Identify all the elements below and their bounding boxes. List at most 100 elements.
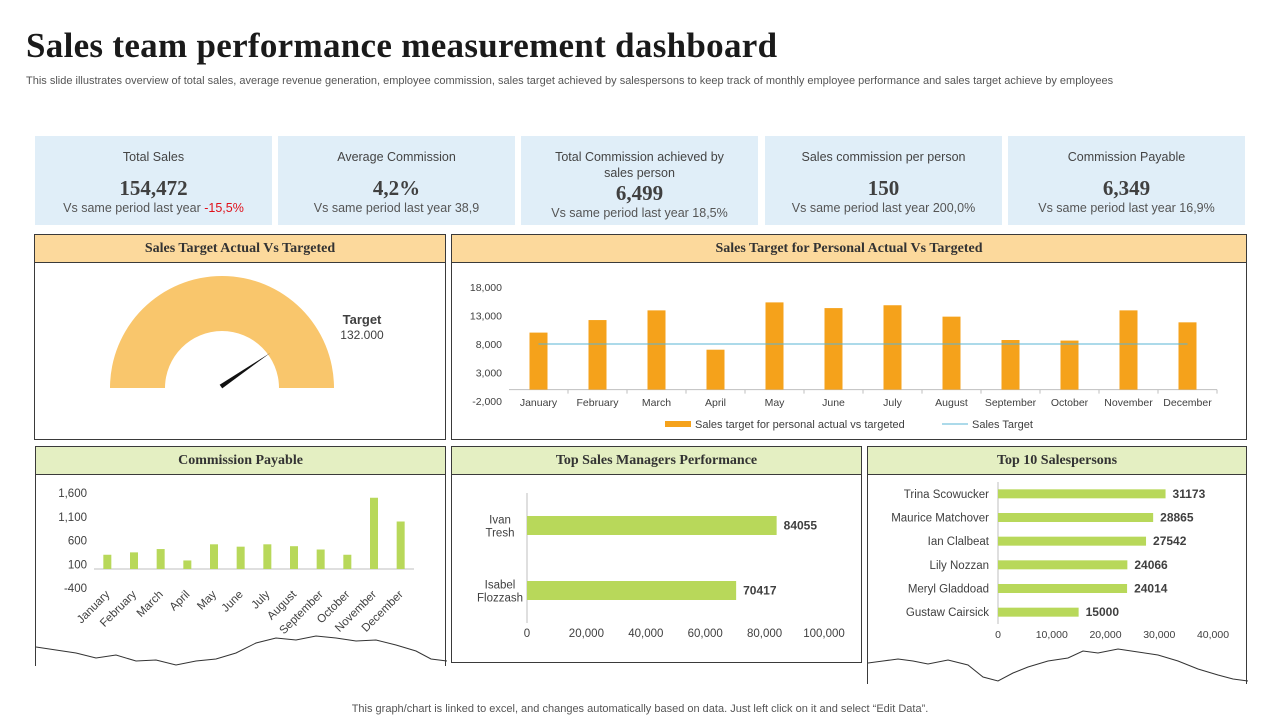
bar-march <box>647 310 666 390</box>
x-tick-label: 100,000 <box>803 628 845 640</box>
data-label-lily-nozzan: 24066 <box>1134 558 1168 572</box>
data-label-isabel-flozzash: 70417 <box>743 584 777 598</box>
bar-january <box>103 554 112 569</box>
bar-may <box>210 544 218 569</box>
managers-panel: 84055 Ivan Tresh 70417 Isabel Flozzash 0 20,000… <box>451 446 862 663</box>
x-tick-label-december: December <box>1163 397 1212 409</box>
managers-panel-title: Top Sales Managers Performance <box>451 446 862 475</box>
kpi-delta: 38,9 <box>454 201 480 215</box>
bar-september <box>1001 340 1020 390</box>
x-tick-label: 20,000 <box>569 628 604 640</box>
kpi-compare-text: Vs same period last year <box>1038 201 1176 215</box>
bar-july <box>263 544 272 569</box>
x-tick-label: 0 <box>995 629 1001 641</box>
x-tick-label: 40,000 <box>1197 629 1229 641</box>
x-tick-label: 60,000 <box>688 628 723 640</box>
bar-october <box>1060 340 1079 390</box>
bar-maurice-matchover <box>998 513 1154 522</box>
y-tick-label: -2,000 <box>472 396 502 408</box>
kpi-value: 4,2% <box>372 176 421 200</box>
category-label-isabel-flozzash: Isabel Flozzash <box>477 580 523 605</box>
torn-edge <box>868 648 1248 682</box>
bar-ivan-tresh <box>527 516 777 535</box>
bar-november <box>370 497 378 569</box>
bar-april <box>706 349 725 390</box>
page-title: Sales team performance measurement dashb… <box>26 26 778 65</box>
x-tick-label: 80,000 <box>747 628 782 640</box>
y-tick-label: 3,000 <box>476 368 502 380</box>
x-tick-label: 30,000 <box>1143 629 1175 641</box>
kpi-compare-text: Vs same period last year <box>551 206 689 220</box>
x-tick-label-november: November <box>1104 397 1153 409</box>
kpi-delta: 16,9% <box>1179 201 1215 215</box>
category-label-maurice-matchover: Maurice Matchover <box>891 513 989 525</box>
gauge-panel: Target 132.000 Sales Target Actual Vs Tar… <box>34 234 446 440</box>
x-tick-label-april: April <box>705 397 726 409</box>
bar-march <box>156 549 165 569</box>
legend-label-line: Sales Target <box>972 419 1033 431</box>
y-tick-label: 100 <box>68 559 87 571</box>
kpi-label: Commission Payable <box>1067 150 1186 164</box>
data-label-trina-scowucker: 31173 <box>1173 487 1206 501</box>
gauge-panel-title: Sales Target Actual Vs Targeted <box>34 234 446 263</box>
kpi-compare-text: Vs same period last year <box>63 201 201 215</box>
kpi-value: 6,349 <box>1102 176 1151 200</box>
kpi-card-total-sales: Total Sales 154,472 Vs same period last … <box>35 136 272 225</box>
bar-lily-nozzan <box>998 560 1128 570</box>
category-label-ian-clalbeat: Ian Clalbeat <box>928 536 990 548</box>
kpi-delta: 18,5% <box>692 206 728 220</box>
commission-payable-chart[interactable]: -4001006001,1001,600JanuaryFebruaryMarch… <box>36 447 447 669</box>
bar-gustaw-cairsick <box>998 607 1079 617</box>
bar-meryl-gladdoad <box>998 584 1128 593</box>
bar-august <box>942 316 961 390</box>
salespersons-chart[interactable]: 31173 Trina Scowucker 28865 Maurice Matchov… <box>868 447 1248 685</box>
x-tick-label-july: July <box>250 588 273 611</box>
y-tick-label: 13,000 <box>470 311 502 323</box>
kpi-value: 150 <box>867 176 900 200</box>
kpi-card-average-commission: Average Commission 4,2% Vs same period l… <box>278 136 515 225</box>
x-tick-label-may: May <box>195 588 219 612</box>
x-tick-label-april: April <box>168 589 193 614</box>
category-label-ivan-tresh: Ivan Tresh <box>486 515 515 540</box>
kpi-label: Average Commission <box>337 150 456 164</box>
kpi-compare-text: Vs same period last year <box>791 201 930 215</box>
y-tick-label: 1,100 <box>58 512 87 524</box>
salespersons-panel-title: Top 10 Salespersons <box>867 446 1247 475</box>
bar-february <box>588 320 607 390</box>
gauge-target-value: 132.000 <box>340 328 384 342</box>
kpi-compare-text: Vs same period last year <box>313 201 452 215</box>
x-tick-label-march: March <box>135 589 166 620</box>
kpi-comparison: Vs same period last year 38,9 <box>278 200 515 216</box>
x-tick-label-may: May <box>765 397 786 409</box>
kpi-comparison: Vs same period last year -15,5% <box>35 200 272 216</box>
data-label-ivan-tresh: 84055 <box>784 519 818 533</box>
legend-swatch-bars <box>665 421 691 427</box>
bar-isabel-flozzash <box>527 581 737 600</box>
bar-december <box>1178 322 1197 390</box>
kpi-comparison: Vs same period last year 200,0% <box>765 200 1002 216</box>
kpi-label: Sales commission per person <box>801 150 966 164</box>
torn-edge <box>36 635 447 666</box>
bar-september <box>316 549 325 569</box>
y-tick-label: 18,000 <box>470 282 502 294</box>
category-label-meryl-gladdoad: Meryl Gladdoad <box>908 584 989 596</box>
personal-target-panel-title: Sales Target for Personal Actual Vs Targ… <box>451 234 1247 263</box>
managers-chart[interactable]: 84055 Ivan Tresh 70417 Isabel Flozzash 0 20,000… <box>452 447 861 662</box>
y-tick-label: -400 <box>64 583 87 595</box>
x-tick-label: 0 <box>524 628 530 640</box>
x-tick-label-october: October <box>1051 397 1089 409</box>
bar-may <box>765 302 784 390</box>
bar-july <box>883 305 902 390</box>
personal-target-chart[interactable]: -2,000 3,000 8,000 13,000 18,000 January Febru… <box>452 235 1246 439</box>
kpi-delta: 200,0% <box>932 201 976 215</box>
x-tick-label-august: August <box>935 397 968 409</box>
page-subtitle: This slide illustrates overview of total… <box>26 75 1114 87</box>
bar-ian-clalbeat <box>998 536 1147 546</box>
x-tick-label-march: March <box>642 397 671 409</box>
kpi-label: Total Commission achieved by sales perso… <box>555 150 724 180</box>
x-tick-label-september: September <box>985 397 1037 409</box>
y-tick-label: 600 <box>68 536 87 548</box>
kpi-card-commission-per-person: Sales commission per person 150 Vs same … <box>765 136 1002 225</box>
x-tick-label: 40,000 <box>628 628 663 640</box>
